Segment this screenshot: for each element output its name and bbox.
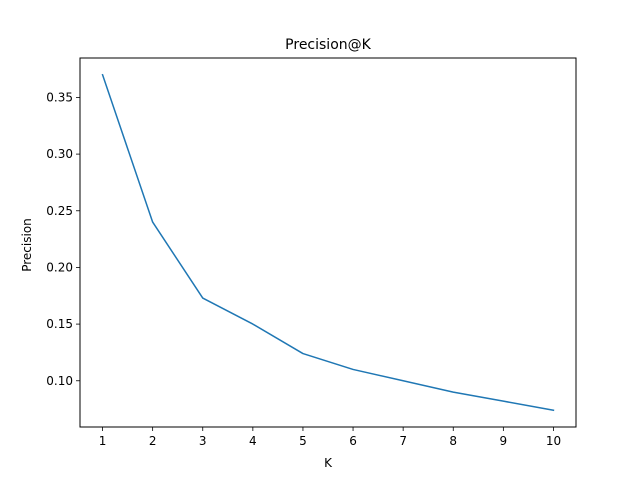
plot-area: 1 2 3 4 5 6 7 8 9 10 0.10 0.15 0.20 0.25 0.30 0.35: [46, 57, 577, 448]
x-tick-label: 4: [249, 434, 257, 448]
x-tick-label: 8: [449, 434, 457, 448]
chart-title: Precision@K: [285, 37, 371, 53]
x-tick-label: 2: [149, 434, 157, 448]
x-tick-label: 3: [199, 434, 207, 448]
x-tick-label: 10: [546, 434, 561, 448]
y-tick-label: 0.10: [46, 374, 73, 388]
x-tick-label: 1: [99, 434, 107, 448]
y-tick-label: 0.20: [46, 260, 73, 274]
series-line: [101, 73, 555, 412]
x-tick-label: 6: [349, 434, 357, 448]
x-axis-title: K: [324, 456, 333, 470]
y-tick-label: 0.35: [46, 90, 73, 104]
x-tick-label: 9: [500, 434, 508, 448]
x-tick-label: 5: [299, 434, 307, 448]
y-tick-label: 0.15: [46, 317, 73, 331]
y-tick-label: 0.25: [46, 204, 73, 218]
axes-frame: [79, 57, 577, 428]
y-axis-title: Precision: [20, 218, 34, 272]
x-tick-label: 7: [399, 434, 407, 448]
y-tick-label: 0.30: [46, 147, 73, 161]
